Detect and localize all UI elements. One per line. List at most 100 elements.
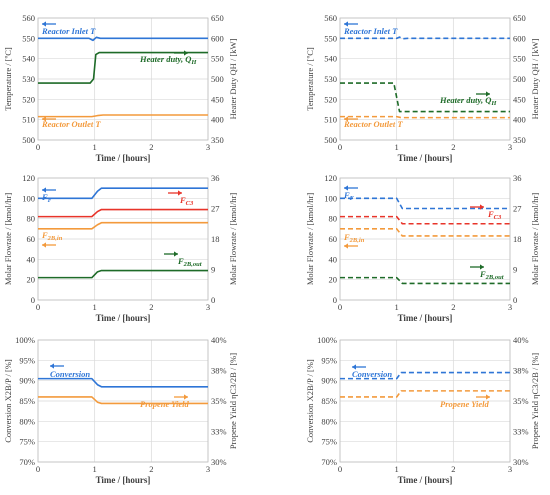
annotation-label: FC3 — [179, 195, 194, 207]
annotation-text: Conversion — [352, 369, 392, 379]
y-tick-label: 0 — [333, 295, 337, 305]
annotation-text: F — [343, 190, 350, 200]
annotation-arrow-head — [344, 185, 348, 191]
x-tick-label: 1 — [93, 142, 97, 152]
series-line-1 — [340, 82, 510, 113]
y-tick-label: 80 — [27, 214, 36, 224]
annotation-arrow-head — [42, 242, 46, 248]
series-line-0 — [38, 36, 208, 42]
annotation-arrow-head — [486, 91, 490, 97]
annotation-text: Heater duty, Q — [439, 95, 491, 105]
annotation-text: F — [479, 269, 486, 279]
y-tick-label: 120 — [324, 173, 337, 183]
y-tick-label: 60 — [329, 234, 338, 244]
annotation-arrow-head — [42, 187, 46, 193]
x-tick-label: 3 — [206, 464, 210, 474]
y-tick-label: 540 — [22, 54, 35, 64]
series-line-2 — [38, 221, 208, 230]
annotation-text: Propene Yield — [140, 399, 189, 409]
x-axis-label: Time / [hours] — [398, 153, 453, 163]
annotation-text: F — [179, 195, 186, 205]
x-tick-label: 2 — [451, 142, 455, 152]
panel-bottom-right: 70% 75% 80% 85% 90% 95% 100% 0 1 2 330% 33% 35% 38% 40… — [305, 335, 540, 485]
annotation-subscript: C3 — [494, 214, 502, 221]
x-tick-label: 3 — [508, 302, 512, 312]
y2-axis-label: Molar Flowrate / [kmol/hr] — [530, 193, 540, 285]
y2-tick-label: 0 — [211, 295, 215, 305]
y2-tick-label: 27 — [513, 204, 522, 214]
x-tick-label: 0 — [36, 142, 40, 152]
y2-tick-label: 650 — [211, 13, 224, 23]
y2-tick-label: 600 — [513, 33, 526, 43]
annotation-label: FC3 — [487, 209, 502, 221]
y2-tick-label: 33% — [513, 427, 529, 437]
y-tick-label: 550 — [324, 33, 337, 43]
x-tick-label: 0 — [36, 464, 40, 474]
x-tick-label: 2 — [149, 142, 153, 152]
y2-axis-label: Propene Yield ηC3/2B / [%] — [530, 353, 540, 449]
x-tick-label: 1 — [395, 302, 399, 312]
annotation-label: Reactor Outlet T — [41, 119, 101, 129]
annotation-label: F2B,in — [41, 230, 63, 242]
annotation-label: Heater duty, QH — [439, 95, 497, 107]
annotation-arrow-head — [344, 21, 348, 27]
y2-tick-label: 38% — [211, 366, 227, 376]
y-tick-label: 100 — [22, 193, 35, 203]
annotation-label: Reactor Outlet T — [343, 119, 403, 129]
y-tick-label: 100 — [324, 193, 337, 203]
y-tick-label: 70% — [19, 457, 35, 467]
y-tick-label: 500 — [324, 135, 337, 145]
annotation-label: Propene Yield — [140, 399, 189, 409]
y-tick-label: 520 — [22, 94, 35, 104]
x-axis-label: Time / [hours] — [96, 475, 151, 485]
y2-tick-label: 9 — [513, 265, 517, 275]
y-tick-label: 70% — [321, 457, 337, 467]
series-line-0 — [38, 187, 208, 200]
y2-tick-label: 40% — [513, 335, 529, 345]
annotation-text: Heater duty, Q — [139, 54, 191, 64]
annotation-arrow-head — [480, 264, 484, 270]
annotation-arrow-head — [184, 394, 188, 400]
y2-axis-label: Heater Duty QH / [kW] — [530, 38, 540, 119]
annotation-text: F — [177, 256, 184, 266]
y2-tick-label: 350 — [513, 135, 526, 145]
x-axis-label: Time / [hours] — [398, 475, 453, 485]
y-tick-label: 560 — [22, 13, 35, 23]
annotation-text: Reactor Inlet T — [41, 26, 96, 36]
y2-tick-label: 18 — [211, 234, 220, 244]
y-tick-label: 530 — [324, 74, 337, 84]
annotation-text: Conversion — [50, 369, 90, 379]
y-tick-label: 75% — [321, 437, 337, 447]
series-line-2 — [340, 115, 510, 119]
y-tick-label: 530 — [22, 74, 35, 84]
annotation-arrow-head — [352, 364, 356, 370]
annotation-text: F — [487, 209, 494, 219]
annotation-arrow-head — [344, 116, 348, 122]
y-axis-label: Conversion X2B/P / [%] — [305, 359, 315, 443]
annotation-arrow-head — [480, 204, 484, 210]
y2-tick-label: 350 — [211, 135, 224, 145]
y2-tick-label: 33% — [211, 427, 227, 437]
x-tick-label: 0 — [338, 302, 342, 312]
y2-tick-label: 650 — [513, 13, 526, 23]
annotation-text: F — [343, 232, 350, 242]
annotation-text: Propene Yield — [440, 399, 489, 409]
annotation-arrow-head — [344, 243, 348, 249]
y2-tick-label: 500 — [211, 74, 224, 84]
y2-axis-label: Propene Yield ηC3/2B / [%] — [228, 353, 238, 449]
x-tick-label: 3 — [206, 142, 210, 152]
annotation-subscript: 2B,out — [485, 274, 504, 281]
y-axis-label: Molar Flowrate / [kmol/hr] — [305, 193, 315, 285]
annotation-subscript: C3 — [186, 200, 194, 207]
plot-area — [339, 17, 511, 141]
x-axis-label: Time / [hours] — [398, 313, 453, 323]
annotation-label: Propene Yield — [440, 399, 489, 409]
annotation-label: Conversion — [50, 369, 90, 379]
y2-tick-label: 500 — [513, 74, 526, 84]
y2-tick-label: 36 — [211, 173, 220, 183]
y2-tick-label: 30% — [211, 457, 227, 467]
y2-axis-label: Molar Flowrate / [kmol/hr] — [228, 193, 238, 285]
